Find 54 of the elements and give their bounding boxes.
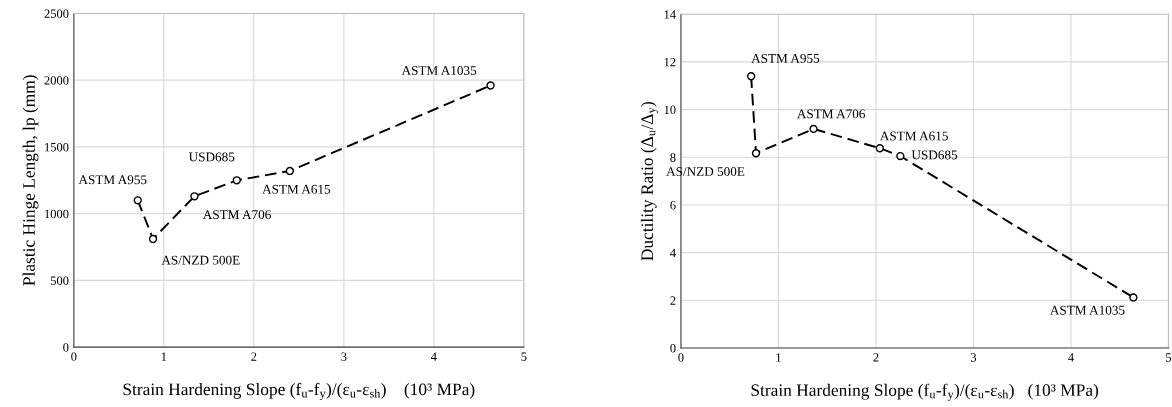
point [1129, 293, 1138, 302]
annotation: ASTM A615 [879, 131, 948, 141]
x-tick-label: 2 [251, 352, 257, 361]
point [285, 166, 295, 176]
annotation: ASTM A1035 [401, 66, 477, 75]
x-tick-label: 5 [521, 352, 527, 361]
y-tick-label: 2 [670, 296, 676, 305]
annotation: ASTM A1035 [1050, 305, 1125, 315]
text: Strain Hardening Slope (f$_{u}$-f$_{y}$)/(ε$_{u}$-ε$_{sh}$) (10³ MPa) [751, 383, 1099, 401]
x-tick-label: 1 [776, 353, 781, 362]
point [148, 234, 158, 244]
y-axis-title: Ductility Ratio (Δ$_{u}$/Δ$_{y}$) [640, 101, 658, 261]
point [232, 176, 241, 185]
x-tick-label: 0 [678, 353, 684, 362]
annotation: ASTM A706 [797, 109, 866, 119]
y-axis-title: Plastic Hinge Length, lp (mm) [22, 75, 39, 286]
text: Strain Hardening Slope (f$_{u}$-f$_{y}$)/(ε$_{u}$-ε$_{sh}$) (10³ MPa) [123, 382, 475, 401]
point [486, 81, 495, 90]
annotation: USD685 [188, 152, 235, 162]
annotation: USD685 [911, 150, 958, 160]
point [746, 72, 756, 81]
x-tick-label: 1 [161, 352, 167, 361]
point [133, 196, 142, 205]
point [896, 151, 905, 161]
y-tick-label: 6 [670, 201, 676, 210]
x-tick-label: 5 [1166, 353, 1172, 362]
y-tick-label: 12 [664, 57, 676, 67]
y-tick-label: 4 [670, 248, 676, 257]
x-tick-label: 4 [1068, 353, 1074, 362]
point [190, 192, 199, 201]
y-tick-label: 500 [50, 276, 69, 285]
annotation: ASTM A955 [78, 175, 147, 185]
y-tick-label: 1500 [45, 142, 69, 152]
y-tick-label: 1000 [45, 209, 69, 219]
point [875, 144, 885, 153]
annotation: AS/NZD 500E [161, 255, 240, 265]
x-tick-label: 4 [430, 352, 437, 361]
point [809, 124, 818, 134]
x-tick-label: 3 [970, 353, 977, 362]
y-tick-label: 0 [63, 343, 69, 352]
annotation: AS/NZD 500E [666, 167, 745, 176]
x-tick-label: 3 [341, 352, 347, 361]
annotation: ASTM A955 [751, 53, 820, 63]
y-tick-label: 14 [664, 10, 676, 19]
annotation: ASTM A615 [262, 184, 331, 194]
y-tick-label: 2000 [44, 76, 69, 85]
x-tick-label: 2 [873, 353, 879, 362]
y-tick-label: 0 [670, 344, 676, 353]
point [751, 149, 761, 158]
y-tick-label: 10 [664, 105, 676, 115]
y-tick-label: 8 [670, 153, 676, 162]
y-tick-label: 2500 [44, 9, 69, 18]
annotation: ASTM A706 [202, 210, 271, 220]
x-tick-label: 0 [71, 352, 77, 361]
